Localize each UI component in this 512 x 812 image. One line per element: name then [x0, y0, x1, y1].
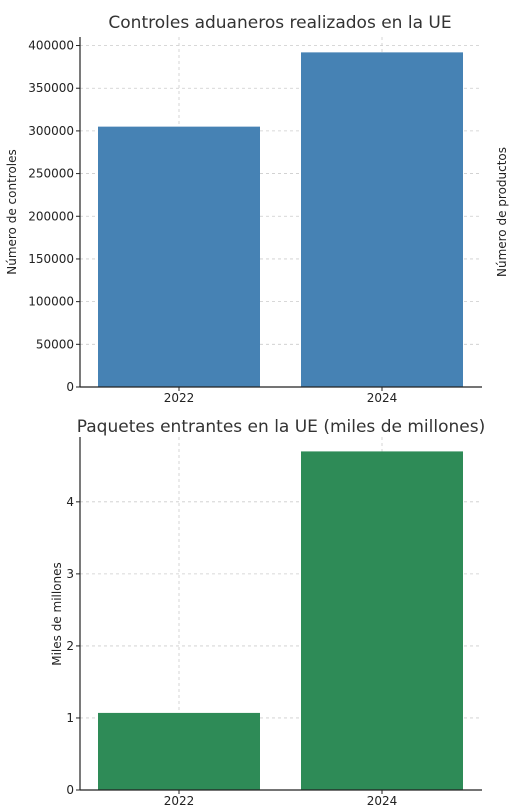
chart-title: Paquetes entrantes en la UE (miles de mi…: [77, 417, 485, 437]
chart-title: Controles aduaneros realizados en la UE: [108, 13, 451, 33]
y-tick-label: 1: [66, 711, 74, 725]
bar-2022: [98, 712, 260, 790]
y-tick-label: 2: [66, 639, 74, 653]
y-tick-label: 0: [66, 380, 74, 394]
y-tick-label: 0: [66, 783, 74, 797]
x-tick-label: 2024: [367, 794, 398, 808]
y-tick-label: 100000: [28, 295, 74, 309]
x-tick-label: 2022: [164, 391, 195, 405]
bar-2024: [301, 451, 463, 790]
y-tick-label: 150000: [28, 252, 74, 266]
y-tick-label: 4: [66, 495, 74, 509]
chart-panel-controles: Controles aduaneros realizados en la UE …: [5, 13, 482, 405]
y-tick-label: 300000: [28, 124, 74, 138]
bar-2022: [98, 126, 260, 387]
y-tick-label: 400000: [28, 39, 74, 53]
y-tick-label: 250000: [28, 167, 74, 181]
x-tick-label: 2024: [367, 391, 398, 405]
side-axis-label: Número de productos: [495, 147, 509, 277]
y-axis-label: Miles de millones: [50, 562, 64, 666]
bar-2024: [301, 52, 463, 388]
chart-panel-paquetes: Paquetes entrantes en la UE (miles de mi…: [50, 417, 485, 808]
y-axis-label: Número de controles: [5, 149, 19, 275]
y-tick-label: 50000: [36, 337, 74, 351]
y-tick-label: 350000: [28, 81, 74, 95]
y-tick-label: 3: [66, 567, 74, 581]
y-tick-label: 200000: [28, 209, 74, 223]
x-tick-label: 2022: [164, 794, 195, 808]
